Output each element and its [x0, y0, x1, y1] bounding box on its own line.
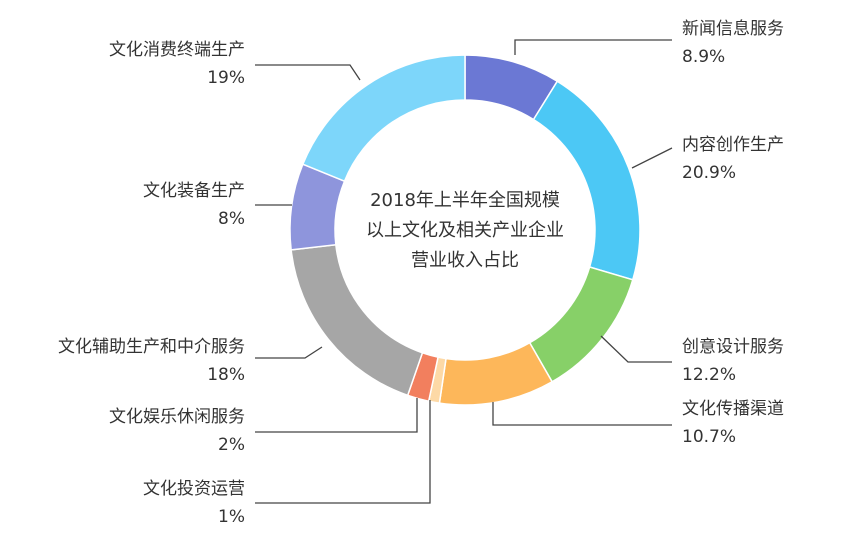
slice-label-5: 文化投资运营 — [143, 479, 245, 499]
slice-label-4: 文化传播渠道 — [682, 399, 784, 419]
donut-slice-3 — [528, 266, 634, 383]
slice-label-1: 新闻信息服务 — [682, 19, 784, 39]
leader-line-4 — [492, 402, 672, 426]
leader-line-9 — [255, 64, 361, 81]
slice-value-9: 19% — [207, 68, 245, 88]
leader-line-6 — [255, 398, 418, 433]
slice-label-8: 文化装备生产 — [143, 181, 245, 201]
slice-value-8: 8% — [218, 209, 245, 229]
slice-label-7: 文化辅助生产和中介服务 — [58, 337, 245, 357]
leader-line-3 — [600, 335, 672, 363]
leader-line-7 — [255, 346, 323, 359]
slice-value-1: 8.9% — [682, 47, 725, 67]
slices-layer — [289, 54, 641, 406]
slice-value-7: 18% — [207, 365, 245, 385]
center-title-line-3: 营业收入占比 — [411, 250, 519, 271]
slice-label-3: 创意设计服务 — [682, 337, 784, 357]
donut-slice-2 — [532, 80, 641, 281]
leader-lines-layer — [255, 39, 673, 504]
slice-value-2: 20.9% — [682, 163, 736, 183]
slice-label-6: 文化娱乐休闲服务 — [109, 407, 245, 427]
center-title: 2018年上半年全国规模 以上文化及相关产业企业 营业收入占比 — [366, 190, 564, 271]
labels-layer: 新闻信息服务 8.9% 内容创作生产 20.9% 创意设计服务 12.2% 文化传播渠道 10… — [58, 19, 784, 527]
donut-slice-7 — [290, 243, 424, 397]
leader-line-1 — [514, 39, 672, 55]
slice-value-3: 12.2% — [682, 365, 736, 385]
slice-value-6: 2% — [218, 435, 245, 455]
slice-value-4: 10.7% — [682, 427, 736, 447]
donut-slice-9 — [301, 54, 466, 183]
center-title-line-1: 2018年上半年全国规模 — [370, 190, 560, 211]
slice-label-9: 文化消费终端生产 — [109, 40, 245, 60]
leader-line-2 — [631, 147, 673, 169]
leader-line-5 — [255, 400, 431, 504]
donut-slice-4 — [438, 341, 554, 406]
slice-value-5: 1% — [218, 507, 245, 527]
slice-label-2: 内容创作生产 — [682, 135, 784, 155]
center-title-line-2: 以上文化及相关产业企业 — [366, 220, 564, 241]
